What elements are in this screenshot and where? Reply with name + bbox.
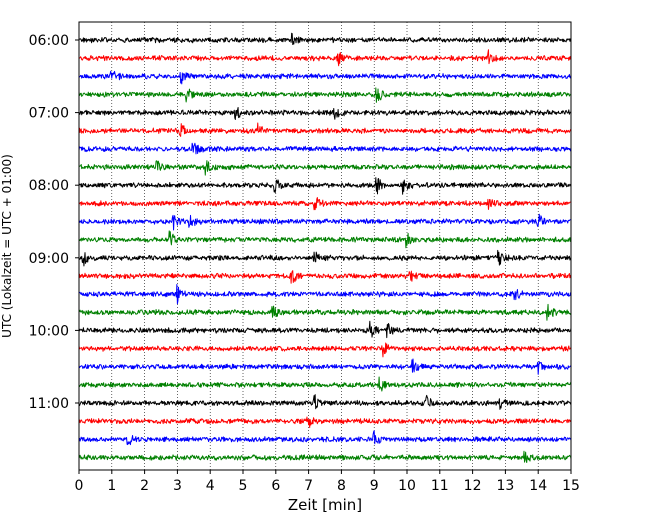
x-tick-label: 7 <box>304 478 313 494</box>
seismogram-traces <box>78 32 572 464</box>
seismogram-trace <box>78 230 572 249</box>
x-tick-label: 13 <box>496 478 514 494</box>
x-tick-label: 9 <box>370 478 379 494</box>
x-tick-label: 2 <box>140 478 149 494</box>
seismogram-trace <box>78 213 572 231</box>
seismogram-trace <box>78 49 572 67</box>
seismogram-trace <box>78 122 572 137</box>
seismogram-trace <box>78 249 572 267</box>
seismogram-trace <box>78 87 572 103</box>
x-tick-label: 4 <box>206 478 215 494</box>
x-axis-label: Zeit [min] <box>288 496 362 514</box>
x-tick-label: 10 <box>398 478 416 494</box>
seismogram-trace <box>78 270 572 284</box>
seismogram-trace <box>78 197 572 211</box>
seismogram-trace <box>78 430 572 446</box>
seismogram-trace <box>78 394 572 410</box>
x-tick-label: 15 <box>562 478 580 494</box>
seismogram-trace <box>78 358 572 375</box>
y-tick-label: 07:00 <box>29 106 69 122</box>
x-axis-ticks: 0 1 2 3 4 5 6 7 8 9 10 11 12 13 14 15 <box>75 470 580 494</box>
seismogram-trace <box>78 320 572 339</box>
x-tick-label: 14 <box>529 478 547 494</box>
x-tick-label: 5 <box>239 478 248 494</box>
seismogram-trace <box>78 107 572 120</box>
x-tick-label: 0 <box>75 478 84 494</box>
y-tick-label: 11:00 <box>29 396 69 412</box>
seismogram-trace <box>78 142 572 155</box>
y-tick-label: 10:00 <box>29 323 69 339</box>
seismogram-trace <box>78 450 572 464</box>
y-axis-ticks: 06:00 07:00 08:00 09:00 10:00 11:00 <box>29 33 79 412</box>
seismogram-trace <box>78 70 572 85</box>
x-tick-label: 8 <box>337 478 346 494</box>
seismogram-trace <box>78 303 572 321</box>
x-tick-label: 3 <box>173 478 182 494</box>
seismogram-trace <box>78 160 572 176</box>
x-tick-label: 1 <box>107 478 116 494</box>
seismogram-trace <box>78 376 572 392</box>
plot-frame <box>78 21 572 471</box>
x-tick-label: 11 <box>431 478 449 494</box>
seismogram-trace <box>78 32 572 46</box>
y-axis-label: UTC (Lokalzeit = UTC + 01:00) <box>0 154 14 338</box>
x-tick-label: 12 <box>464 478 482 494</box>
y-tick-label: 09:00 <box>29 251 69 267</box>
y-tick-label: 08:00 <box>29 178 69 194</box>
seismogram-trace <box>78 416 572 429</box>
seismogram-trace <box>78 284 572 305</box>
seismogram-trace <box>78 177 572 195</box>
x-tick-label: 6 <box>271 478 280 494</box>
seismogram-trace <box>78 342 572 358</box>
y-tick-label: 06:00 <box>29 33 69 49</box>
